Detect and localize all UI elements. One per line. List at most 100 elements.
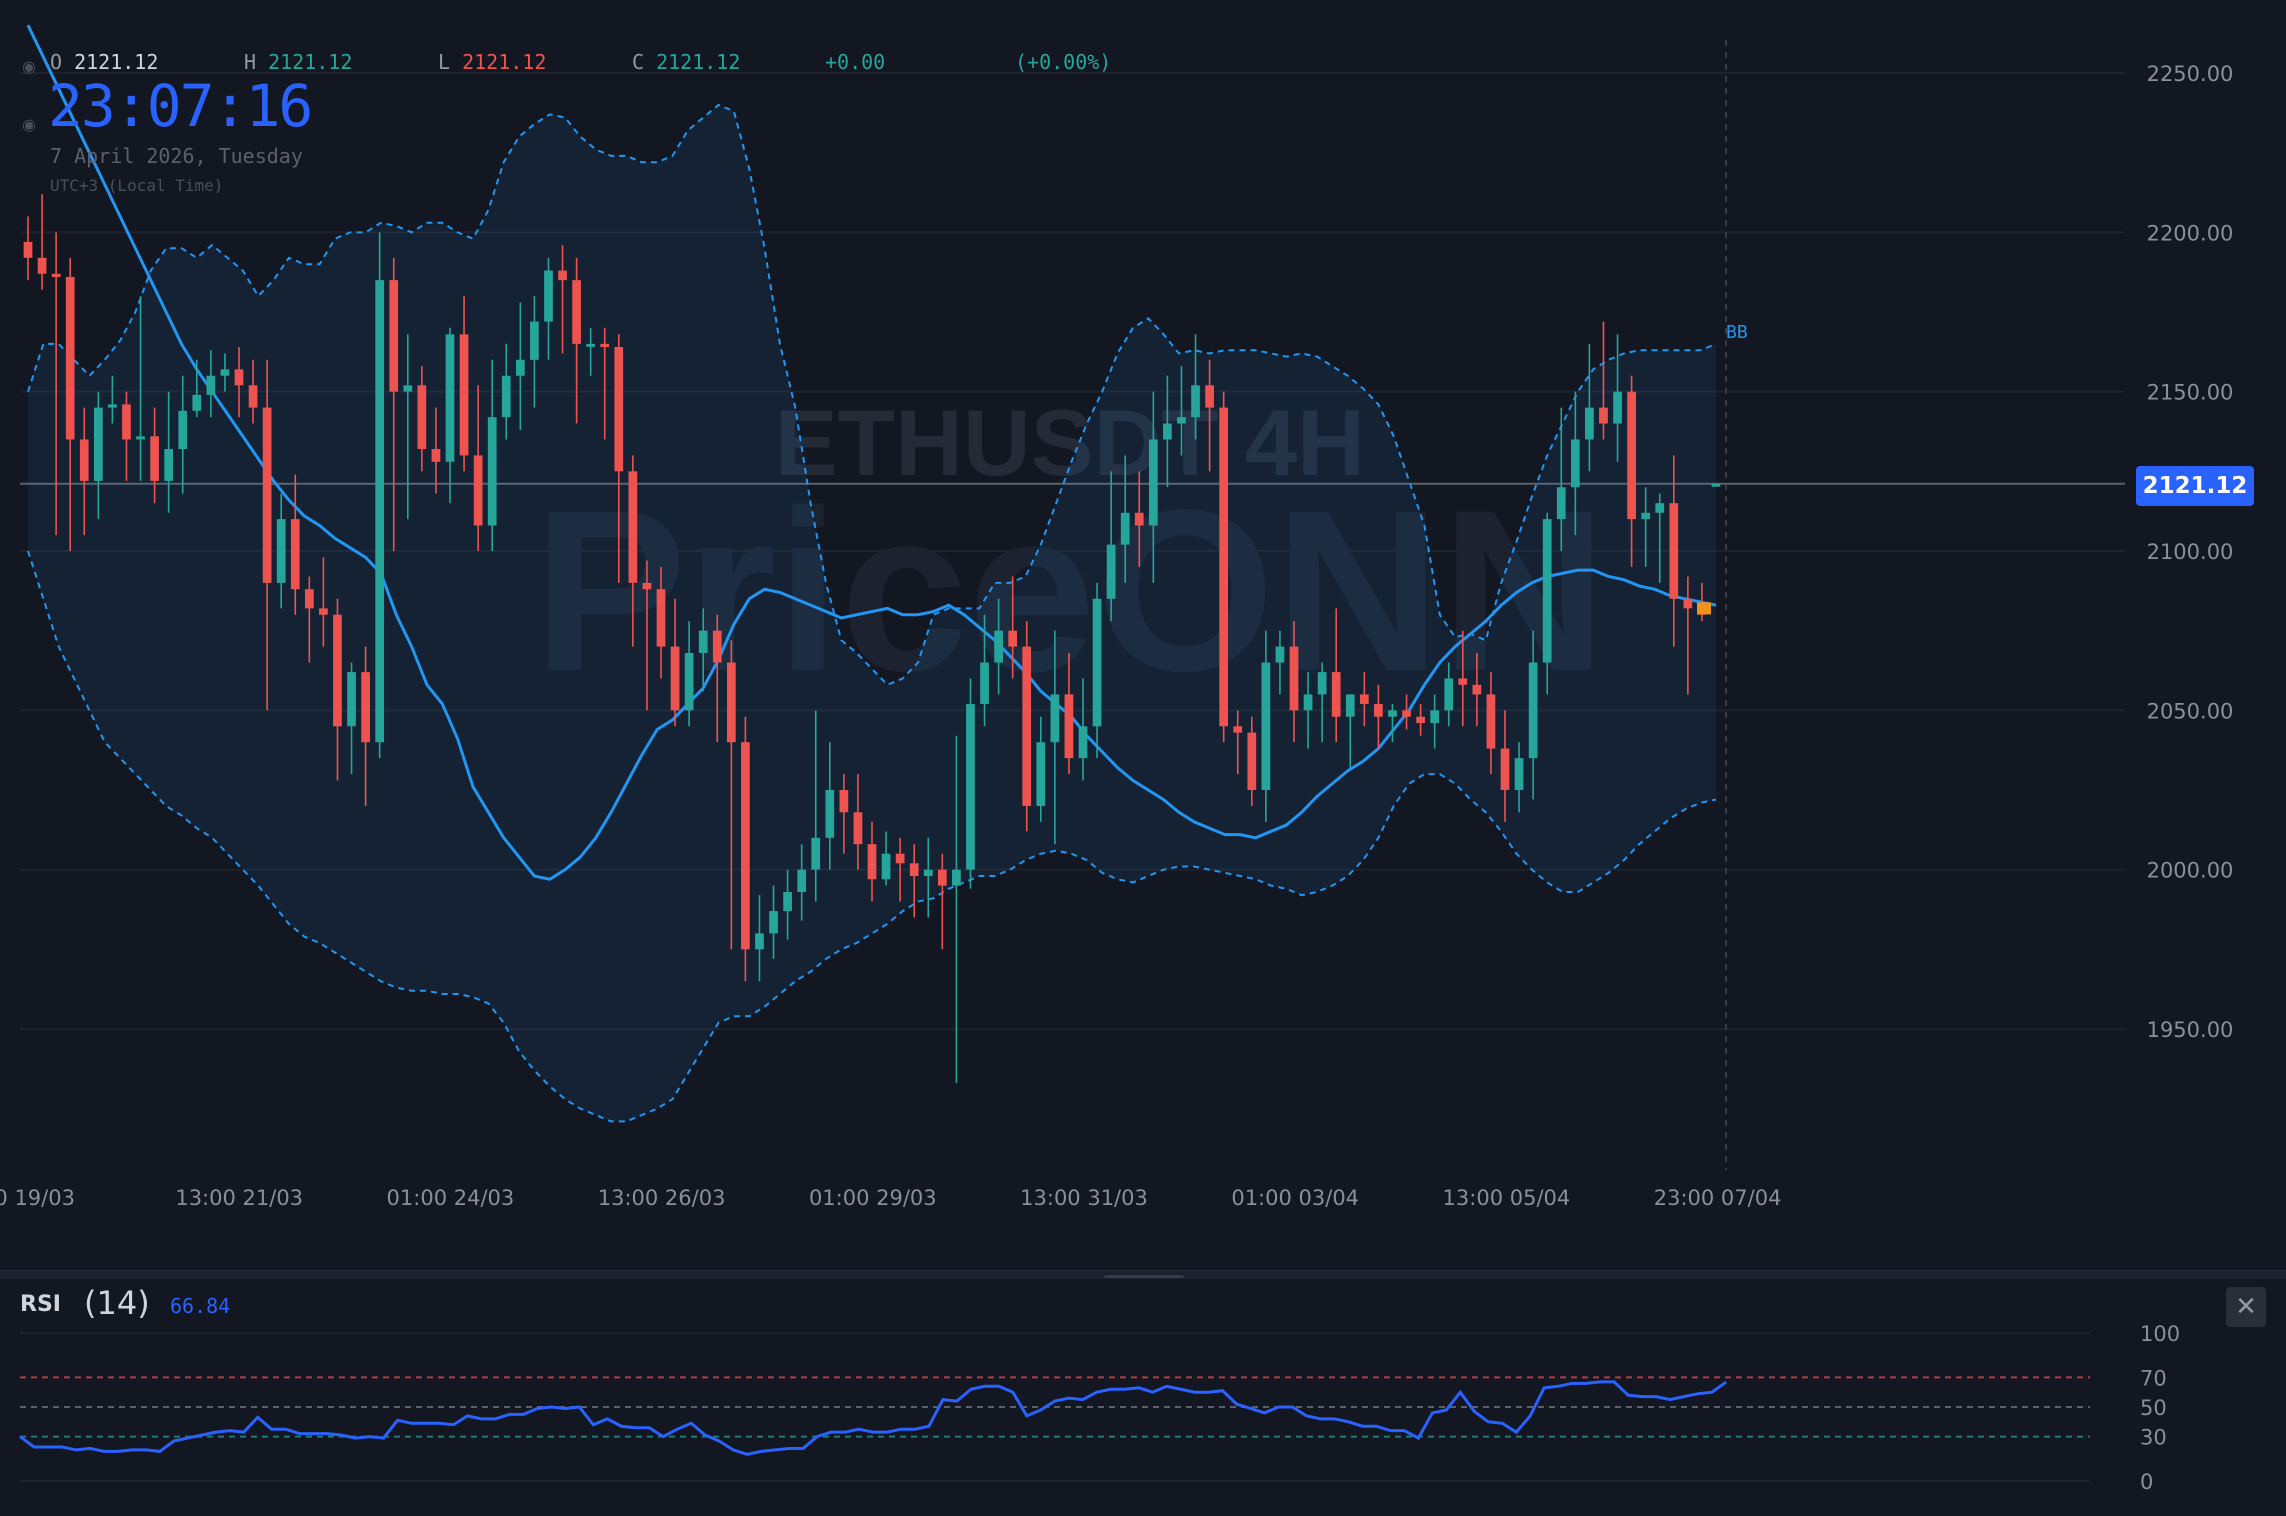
pane-divider[interactable]	[0, 1270, 2286, 1279]
candle-body	[37, 257, 47, 274]
candle-body	[600, 343, 610, 348]
time-tick-label: 01:00 29/03	[809, 1186, 937, 1210]
candle-body	[1528, 662, 1538, 759]
close-value: 2121.12	[656, 50, 741, 74]
candle-body	[1556, 487, 1566, 520]
candle-body	[1683, 598, 1693, 609]
candle-body	[614, 347, 624, 472]
candle-body	[459, 334, 469, 456]
candle-body	[1472, 684, 1482, 695]
price-tick-label: 2000.00	[2147, 859, 2234, 883]
time-tick-label: 23:00 07/04	[1654, 1186, 1782, 1210]
change-percent: (+0.00%)	[1015, 50, 1112, 74]
candle-body	[431, 449, 441, 462]
candle-body	[1205, 385, 1214, 408]
candle-body	[909, 863, 919, 877]
candle-body	[150, 436, 159, 481]
candle-body	[1416, 716, 1425, 724]
candle-body	[1570, 439, 1580, 488]
candle-body	[65, 276, 75, 440]
candle-body	[445, 334, 455, 462]
time-tick-label: 01:00 24/03	[387, 1186, 515, 1210]
open-value: 2121.12	[74, 50, 159, 74]
candle-body	[1655, 503, 1665, 513]
candle-body	[952, 869, 961, 886]
price-grid	[20, 40, 2125, 1170]
candle-body	[1092, 598, 1102, 727]
rsi-tick-label: 100	[2140, 1322, 2180, 1346]
candle-body	[1388, 710, 1397, 717]
time-tick-label: 13:00 21/03	[175, 1186, 303, 1210]
open-label: O	[50, 50, 63, 74]
candle-body	[1345, 694, 1355, 717]
candle-body	[966, 703, 975, 870]
candle-body	[783, 891, 792, 912]
candle-body	[1148, 439, 1158, 526]
candlesticks	[23, 194, 1721, 1084]
pane-resize-handle[interactable]	[1104, 1275, 1184, 1278]
time-tick-label: 00 19/03	[0, 1186, 75, 1210]
bb-upper-line	[27, 103, 1717, 687]
candle-body	[558, 270, 567, 281]
candle-body	[923, 869, 933, 877]
watermark-brand: PriceONN	[533, 462, 1607, 719]
eye-icon[interactable]: ◉	[22, 115, 36, 134]
price-axis: 2250.00 2200.00 2150.00 2100.00 2050.00 2000.…	[2147, 62, 2234, 1042]
candle-body	[1514, 758, 1524, 790]
candle-body	[93, 407, 103, 481]
bb-indicator-label[interactable]: BB	[1726, 322, 1748, 343]
candle-body	[867, 844, 877, 880]
price-tick-label: 2200.00	[2147, 221, 2234, 245]
candle-body	[136, 436, 145, 440]
price-tick-label: 2050.00	[2147, 699, 2234, 723]
candle-body	[1331, 672, 1341, 717]
candle-body	[1486, 694, 1496, 749]
close-label: C	[632, 50, 645, 74]
candle-body	[79, 439, 89, 481]
candle-body	[1120, 512, 1130, 545]
candle-body	[1036, 742, 1046, 806]
rsi-length: (14)	[84, 1284, 150, 1322]
high-value: 2121.12	[268, 50, 353, 74]
candle-body	[741, 742, 750, 950]
eye-icon[interactable]: ◉	[22, 57, 36, 76]
candle-body	[572, 280, 581, 344]
candle-body	[192, 394, 202, 411]
price-tick-label: 2100.00	[2147, 540, 2234, 564]
candle-body	[361, 672, 370, 743]
candle-body	[530, 321, 539, 360]
candle-body	[1669, 503, 1679, 599]
clock-timezone: UTC+3 (Local Time)	[50, 176, 224, 195]
candle-body	[1613, 391, 1622, 424]
last-price-badge: 2121.12	[2136, 466, 2254, 506]
clock-date: 7 April 2026, Tuesday	[50, 144, 303, 168]
candle-body	[670, 646, 680, 711]
candle-body	[248, 385, 258, 408]
candle-body	[853, 812, 863, 845]
candle-body	[515, 359, 525, 376]
candle-body	[797, 869, 807, 892]
watermark-symbol: ETHUSDT 4H	[775, 390, 1365, 495]
marker	[1697, 602, 1711, 615]
candle-body	[881, 853, 891, 880]
rsi-tick-label: 70	[2140, 1366, 2167, 1390]
candle-body	[684, 652, 694, 711]
candle-body	[375, 280, 385, 743]
candle-body	[178, 410, 188, 450]
candle-body	[1402, 710, 1411, 717]
candle-body	[1711, 483, 1721, 487]
candle-body	[544, 270, 553, 322]
candle-body	[1064, 694, 1074, 759]
close-rsi-button[interactable]: ✕	[2226, 1287, 2266, 1327]
candle-body	[1177, 417, 1186, 424]
candle-body	[769, 911, 778, 934]
candle-body	[1289, 646, 1299, 711]
candle-body	[1008, 630, 1018, 647]
candle-body	[108, 404, 117, 408]
candle-body	[487, 417, 497, 526]
candle-body	[417, 385, 427, 450]
time-tick-label: 13:00 31/03	[1020, 1186, 1148, 1210]
candle-body	[1585, 407, 1594, 440]
candle-body	[51, 273, 61, 277]
